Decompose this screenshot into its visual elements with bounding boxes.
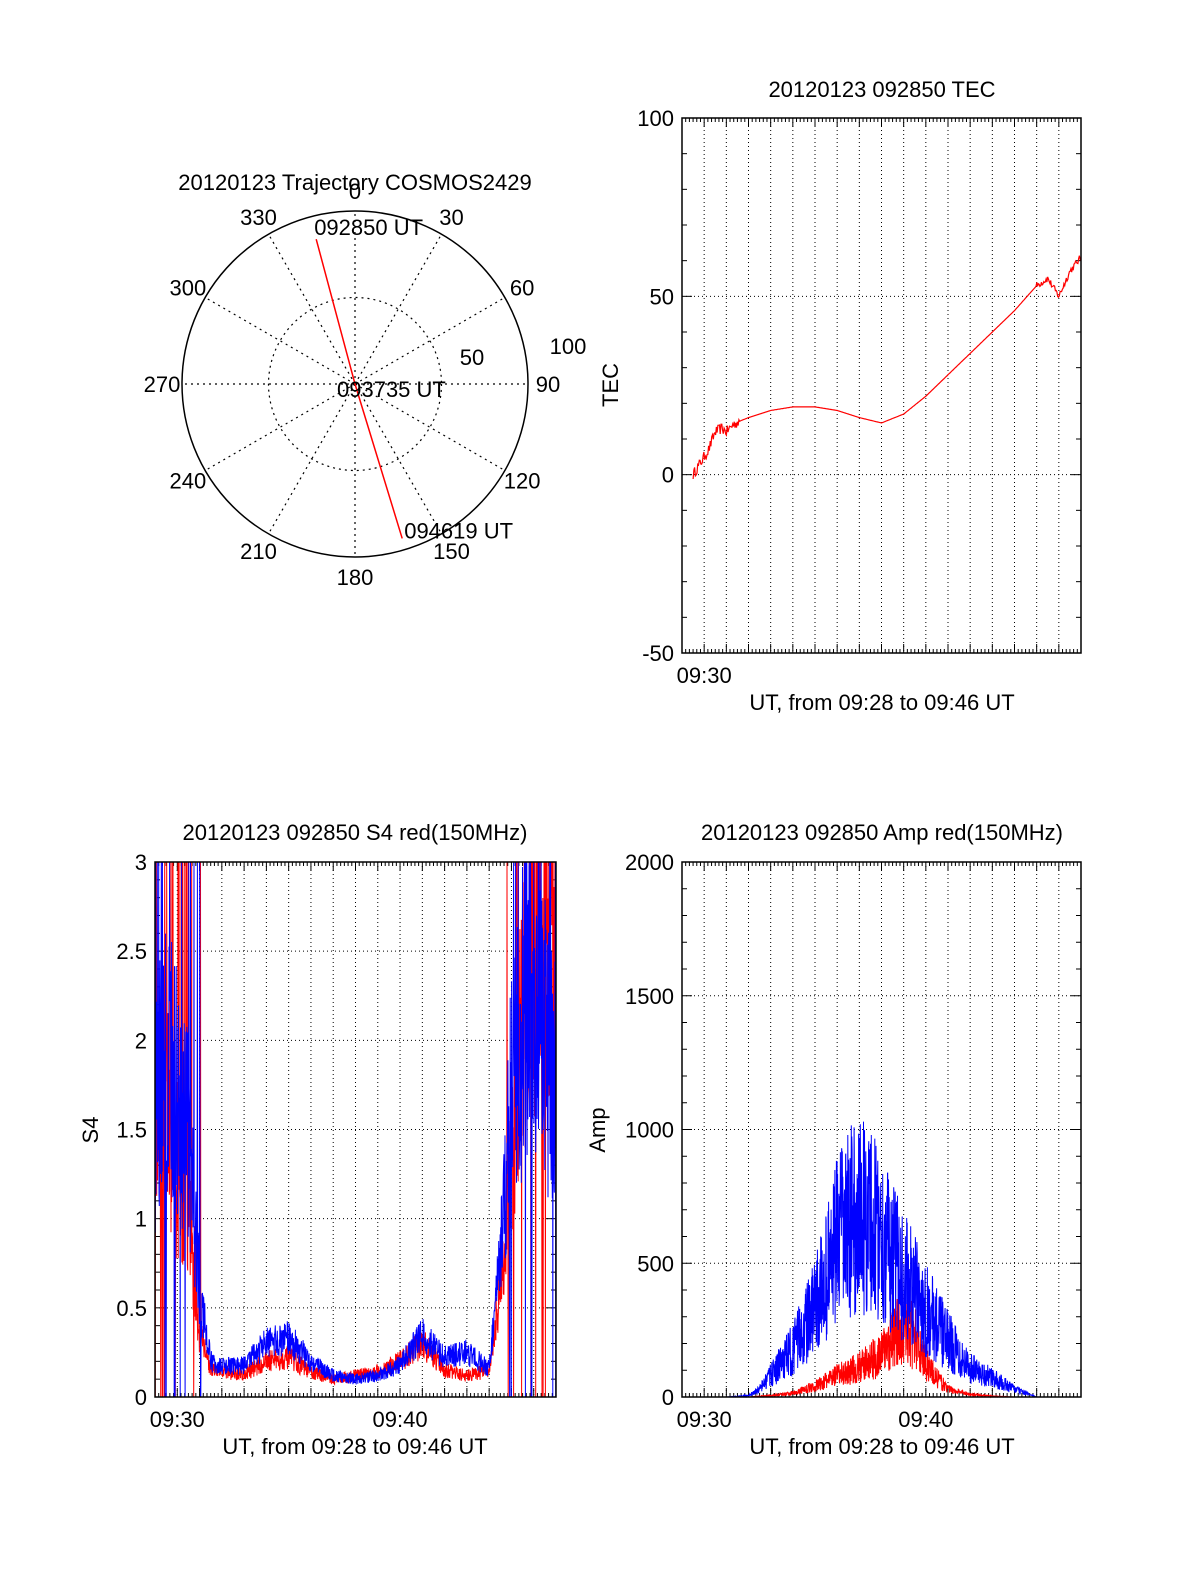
trajectory-time-label: 094619 UT bbox=[404, 518, 513, 543]
y-tick-label: 0.5 bbox=[116, 1296, 147, 1321]
y-tick-label: 1.5 bbox=[116, 1118, 147, 1143]
trajectory-line bbox=[315, 238, 403, 539]
azimuth-label: 210 bbox=[240, 539, 277, 564]
plot-frame bbox=[681, 861, 1082, 1398]
x-tick-label: 09:30 bbox=[677, 663, 732, 688]
polar-inner-ring bbox=[267, 296, 443, 472]
s4-chart-ylabel: S4 bbox=[78, 1117, 103, 1144]
y-tick-label: 0 bbox=[662, 463, 674, 488]
y-tick-label: 100 bbox=[637, 106, 674, 131]
azimuth-label: 120 bbox=[504, 469, 541, 494]
azimuth-label: 330 bbox=[240, 205, 277, 230]
polar-spoke bbox=[354, 383, 506, 472]
tec-chart-ylabel: TEC bbox=[598, 363, 623, 407]
amp-chart-ylabel: Amp bbox=[585, 1107, 610, 1152]
radial-label: 100 bbox=[550, 334, 587, 359]
azimuth-label: 30 bbox=[439, 205, 463, 230]
series-line-0 bbox=[682, 1294, 1081, 1399]
trajectory-time-label: 092850 UT bbox=[314, 215, 423, 240]
plot-frame bbox=[681, 117, 1082, 654]
y-tick-label: 1000 bbox=[625, 1118, 674, 1143]
tec-chart-xlabel: UT, from 09:28 to 09:46 UT bbox=[749, 690, 1014, 715]
polar-spoke bbox=[267, 233, 356, 385]
azimuth-label: 270 bbox=[144, 372, 181, 397]
y-tick-label: -50 bbox=[642, 641, 674, 666]
polar-trajectory-chart: 20120123 Trajectory COSMOS2429 0 30 60 90 12… bbox=[144, 170, 587, 590]
y-tick-label: 2 bbox=[135, 1028, 147, 1053]
y-tick-label: 1500 bbox=[625, 984, 674, 1009]
radial-label: 50 bbox=[460, 345, 484, 370]
polar-spoke bbox=[354, 383, 443, 535]
y-tick-label: 0 bbox=[662, 1385, 674, 1410]
polar-chart-title: 20120123 Trajectory COSMOS2429 bbox=[178, 170, 531, 195]
s4-chart: 20120123 092850 S4 red(150MHz) UT, from … bbox=[78, 820, 557, 1459]
azimuth-label: 180 bbox=[337, 565, 374, 590]
polar-outer-ring bbox=[181, 210, 529, 558]
s4-chart-title: 20120123 092850 S4 red(150MHz) bbox=[183, 820, 528, 845]
amp-chart: 20120123 092850 Amp red(150MHz) UT, from… bbox=[585, 820, 1082, 1459]
y-tick-label: 3 bbox=[135, 850, 147, 875]
amp-chart-xlabel: UT, from 09:28 to 09:46 UT bbox=[749, 1434, 1014, 1459]
azimuth-label: 150 bbox=[433, 539, 470, 564]
azimuth-label: 60 bbox=[510, 276, 534, 301]
series-line-0 bbox=[692, 255, 1082, 480]
trajectory-time-label: 093735 UT bbox=[337, 377, 446, 402]
polar-spoke bbox=[354, 296, 506, 385]
azimuth-label: 240 bbox=[169, 469, 206, 494]
y-tick-label: 500 bbox=[637, 1251, 674, 1276]
x-tick-label: 09:40 bbox=[898, 1407, 953, 1432]
x-tick-label: 09:30 bbox=[677, 1407, 732, 1432]
y-tick-label: 1 bbox=[135, 1207, 147, 1232]
series-line-1 bbox=[682, 1121, 1081, 1399]
polar-spoke bbox=[204, 296, 356, 385]
x-tick-label: 09:30 bbox=[150, 1407, 205, 1432]
y-tick-label: 0 bbox=[135, 1385, 147, 1410]
azimuth-label: 0 bbox=[349, 179, 361, 204]
tec-chart: 20120123 092850 TEC UT, from 09:28 to 09… bbox=[598, 77, 1082, 715]
y-tick-label: 2.5 bbox=[116, 939, 147, 964]
azimuth-label: 300 bbox=[169, 276, 206, 301]
series-line-1 bbox=[154, 861, 557, 1398]
amp-chart-title: 20120123 092850 Amp red(150MHz) bbox=[701, 820, 1063, 845]
y-tick-label: 50 bbox=[650, 284, 674, 309]
polar-spoke bbox=[267, 383, 356, 535]
polar-spoke bbox=[354, 233, 443, 385]
polar-spoke bbox=[204, 383, 356, 472]
s4-chart-xlabel: UT, from 09:28 to 09:46 UT bbox=[222, 1434, 487, 1459]
x-tick-label: 09:40 bbox=[373, 1407, 428, 1432]
plot-frame bbox=[154, 861, 557, 1398]
azimuth-label: 90 bbox=[536, 372, 560, 397]
tec-chart-title: 20120123 092850 TEC bbox=[768, 77, 995, 102]
y-tick-label: 2000 bbox=[625, 850, 674, 875]
